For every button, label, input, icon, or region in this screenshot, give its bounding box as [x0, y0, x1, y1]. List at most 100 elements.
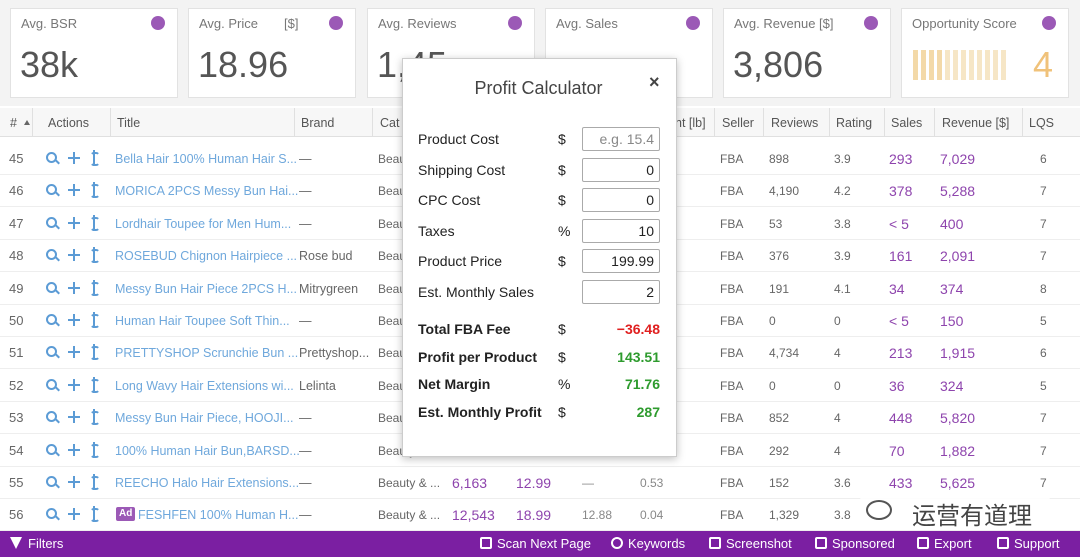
- cell-brand: —: [299, 411, 312, 426]
- input-box[interactable]: 199.99: [582, 249, 660, 274]
- cell-revenue: 2,091: [940, 248, 976, 265]
- toolbar-item[interactable]: Export: [934, 536, 972, 551]
- cell-reviews: 1,329: [769, 508, 800, 523]
- cell-sales: 378: [889, 183, 913, 200]
- cell-revenue: 1,915: [940, 345, 976, 362]
- dollar-icon[interactable]: [90, 216, 100, 231]
- dollar-stem: [93, 182, 95, 199]
- dollar-icon[interactable]: [90, 249, 100, 264]
- cell-title[interactable]: FESHFEN 100% Human H...: [138, 508, 299, 523]
- add-icon-v: [73, 443, 75, 456]
- toolbar-item[interactable]: Screenshot: [726, 536, 792, 551]
- dollar-icon[interactable]: [90, 508, 100, 523]
- dollar-stem: [93, 247, 95, 264]
- toolbar-item[interactable]: Scan Next Page: [497, 536, 591, 551]
- metric-card: [10, 8, 178, 98]
- column-header[interactable]: Cat: [380, 116, 400, 130]
- cell-brand: Prettyshop...: [299, 346, 370, 361]
- cell-seller: FBA: [720, 476, 744, 490]
- search-icon[interactable]: [46, 443, 57, 455]
- cell-title[interactable]: REECHO Halo Hair Extensions...: [115, 476, 300, 490]
- cell-title[interactable]: MORICA 2PCS Messy Bun Hai...: [115, 184, 299, 199]
- result-label: Total FBA Fee: [418, 321, 511, 337]
- column-header[interactable]: #: [10, 116, 17, 130]
- cell-seller: FBA: [720, 508, 744, 523]
- search-icon[interactable]: [46, 152, 57, 163]
- cell-lqs: 8: [1040, 281, 1047, 296]
- cell-reviews: 53: [769, 216, 783, 231]
- score-bar: [945, 50, 950, 80]
- toolbar-item[interactable]: Sponsored: [832, 536, 895, 551]
- cell-rating: 0: [834, 314, 841, 328]
- column-header[interactable]: Reviews: [771, 116, 819, 130]
- toolbar: [0, 530, 1080, 557]
- toolbar-item[interactable]: Support: [1014, 536, 1060, 551]
- column-separator: [714, 108, 715, 136]
- close-button[interactable]: ×: [649, 72, 660, 92]
- cell-lqs: 5: [1040, 314, 1047, 328]
- cell-sales: 433: [889, 475, 913, 491]
- metric-card: [188, 8, 356, 98]
- cell-title[interactable]: PRETTYSHOP Scrunchie Bun ...: [115, 346, 299, 361]
- input-box[interactable]: e.g. 15.4: [582, 127, 660, 151]
- cell-reviews: 0: [769, 314, 776, 328]
- dollar-icon[interactable]: [90, 378, 100, 393]
- search-icon[interactable]: [46, 476, 57, 487]
- search-icon[interactable]: [46, 378, 57, 390]
- dollar-icon[interactable]: [90, 281, 100, 296]
- column-header[interactable]: Brand: [301, 116, 335, 130]
- cell-num: 48: [9, 248, 24, 264]
- result-unit: %: [558, 376, 571, 392]
- search-icon[interactable]: [46, 346, 57, 358]
- cell-rating: 0: [834, 378, 841, 393]
- toolbar-filters[interactable]: Filters: [28, 536, 64, 551]
- add-icon-v: [73, 152, 75, 164]
- cell-revenue: 150: [940, 313, 964, 329]
- search-icon[interactable]: [46, 281, 57, 293]
- info-icon: [864, 16, 878, 30]
- input-box[interactable]: 2: [582, 280, 660, 304]
- column-header[interactable]: LQS: [1029, 116, 1055, 130]
- dollar-icon[interactable]: [90, 314, 100, 328]
- dollar-icon[interactable]: [90, 411, 100, 426]
- dollar-icon[interactable]: [90, 152, 100, 166]
- cell-brand: —: [299, 508, 312, 523]
- cell-revenue: 324: [940, 377, 964, 394]
- input-label: CPC Cost: [418, 192, 481, 209]
- cell-num: 49: [9, 280, 24, 296]
- cell-seller: FBA: [720, 314, 744, 328]
- column-header[interactable]: Title: [117, 116, 141, 130]
- dollar-icon[interactable]: [90, 184, 100, 199]
- column-header[interactable]: Sales: [891, 116, 923, 130]
- input-box[interactable]: 0: [582, 157, 660, 182]
- toolbar-icon: [997, 537, 1009, 549]
- column-header[interactable]: Rating: [836, 116, 873, 130]
- dollar-icon[interactable]: [90, 443, 100, 458]
- input-box[interactable]: 10: [582, 218, 660, 243]
- dollar-icon[interactable]: [90, 346, 100, 361]
- cell-title[interactable]: Human Hair Toupee Soft Thin...: [115, 314, 290, 328]
- search-icon[interactable]: [46, 314, 57, 325]
- cell-title[interactable]: Messy Bun Hair Piece, HOOJI...: [115, 411, 294, 426]
- cell-title[interactable]: Long Wavy Hair Extensions wi...: [115, 378, 294, 393]
- cell-title[interactable]: Lordhair Toupee for Men Hum...: [115, 216, 292, 231]
- column-header[interactable]: Actions: [48, 116, 89, 130]
- dollar-icon[interactable]: [90, 476, 100, 490]
- result-label: Est. Monthly Profit: [418, 403, 542, 420]
- toolbar-item[interactable]: Keywords: [628, 536, 686, 551]
- column-header[interactable]: ht [lb]: [675, 116, 706, 130]
- column-header[interactable]: Seller: [722, 116, 754, 130]
- search-icon[interactable]: [46, 508, 57, 520]
- search-icon[interactable]: [46, 184, 57, 196]
- cell-title[interactable]: ROSEBUD Chignon Hairpiece ...: [115, 249, 298, 264]
- input-unit: $: [558, 192, 566, 209]
- cell-title[interactable]: Messy Bun Hair Piece 2PCS H...: [115, 281, 298, 296]
- cell-title[interactable]: Bella Hair 100% Human Hair S...: [115, 152, 298, 166]
- search-icon[interactable]: [46, 249, 57, 261]
- input-box[interactable]: 0: [582, 188, 660, 213]
- metric-label: Avg. Revenue: [734, 16, 816, 31]
- search-icon[interactable]: [46, 216, 57, 228]
- column-header[interactable]: Revenue [$]: [942, 116, 1010, 130]
- cell-title[interactable]: 100% Human Hair Bun,BARSD...: [115, 443, 300, 458]
- search-icon[interactable]: [46, 411, 57, 423]
